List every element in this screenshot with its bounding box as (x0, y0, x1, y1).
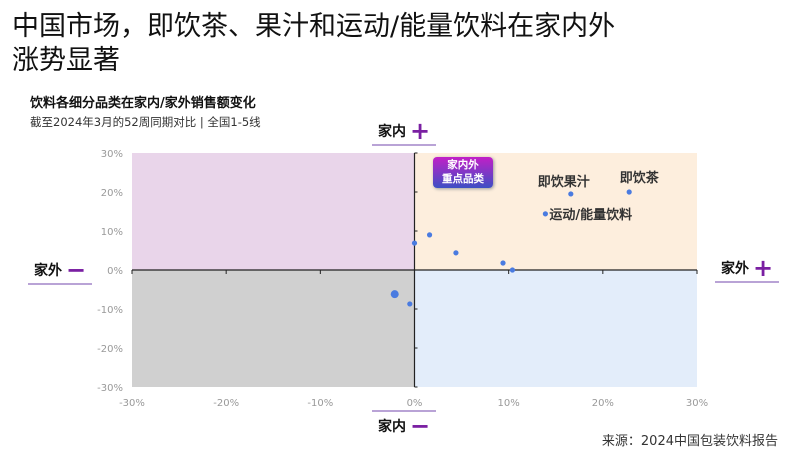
data-point (568, 191, 574, 197)
axis-label-left-text: 家外 (34, 263, 62, 279)
source-note: 来源：2024中国包装饮料报告 (601, 434, 778, 449)
x-tick-label: -30% (119, 398, 145, 409)
chart-title: 饮料各细分品类在家内/家外销售额变化 (30, 96, 256, 111)
axis-label-right-text: 家外 (721, 261, 749, 277)
x-tick-label: 20% (592, 398, 614, 409)
axis-label-top-text: 家内 (378, 124, 406, 140)
minus-icon: − (66, 256, 87, 284)
axis-label-bottom-text: 家内 (378, 419, 406, 435)
y-tick-label: 20% (101, 188, 123, 199)
data-point (453, 250, 459, 256)
quadrant-bottom-left (132, 270, 415, 387)
data-point (626, 189, 632, 195)
plus-icon: + (753, 254, 774, 282)
y-tick-label: -10% (97, 305, 123, 316)
data-point (390, 290, 399, 299)
data-point (509, 267, 516, 273)
data-point-label: 运动/能量饮料 (549, 207, 632, 223)
title-line-2: 涨势显著 (12, 45, 120, 76)
axis-label-left: 家外 − (28, 256, 93, 285)
x-tick-label: 10% (498, 398, 520, 409)
chart-subtitle: 截至2024年3月的52周同期对比 | 全国1-5线 (30, 115, 261, 129)
data-point (411, 240, 418, 246)
axis-label-top: 家内 + (372, 117, 437, 146)
badge-line-1: 家内外 (447, 159, 479, 171)
data-point-label: 即饮果汁 (538, 174, 590, 190)
data-point (426, 232, 433, 238)
badge-line-2: 重点品类 (442, 173, 484, 185)
x-tick-label: 0% (407, 398, 423, 409)
data-point-label: 即饮茶 (620, 170, 660, 186)
y-tick-label: -30% (97, 383, 123, 394)
title-line-1: 中国市场，即饮茶、果汁和运动/能量饮料在家内外 (12, 11, 616, 42)
y-tick-label: 30% (101, 149, 123, 160)
y-tick-label: -20% (97, 344, 123, 355)
data-point (500, 260, 506, 266)
key-category-badge: 家内外 重点品类 (433, 157, 493, 188)
y-tick-label: 10% (101, 227, 123, 238)
quadrant-bottom-right (414, 270, 697, 387)
data-point (407, 301, 413, 307)
axis-label-right: 家外 + (715, 254, 780, 283)
axis-label-bottom: 家内 − (372, 410, 437, 440)
x-tick-label: -20% (213, 398, 239, 409)
minus-icon: − (410, 412, 431, 440)
x-tick-label: -10% (307, 398, 333, 409)
x-tick-label: 30% (686, 398, 708, 409)
y-tick-label: 0% (107, 266, 123, 277)
quadrant-top-left (132, 153, 415, 270)
page-title: 中国市场，即饮茶、果汁和运动/能量饮料在家内外 涨势显著 (12, 10, 615, 78)
data-point (542, 211, 548, 217)
plus-icon: + (410, 117, 431, 145)
